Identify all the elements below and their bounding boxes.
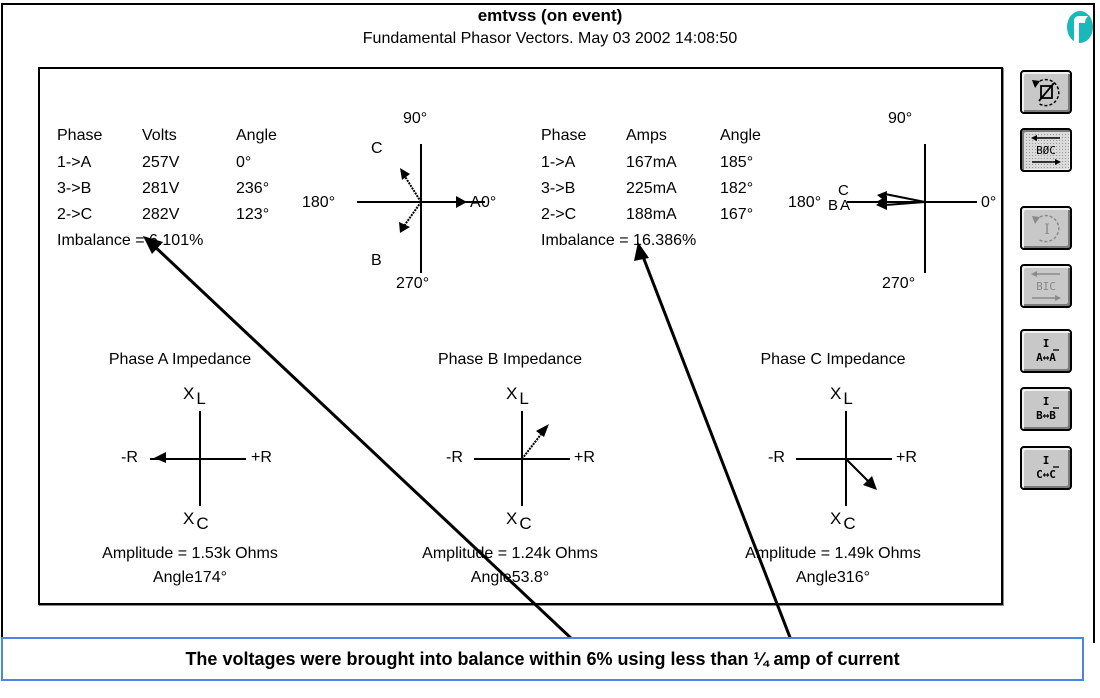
current-vector-label-c: C [838, 182, 849, 199]
rotate-i-icon: I [1032, 214, 1060, 243]
current-header-phase: Phase [541, 127, 587, 144]
impedance-b-axes [474, 411, 570, 506]
voltage-row-phase: 3->B [57, 180, 92, 197]
impedance-neg-r-label: -R [121, 449, 138, 466]
impedance-a-axes [150, 411, 246, 506]
impedance-title: Phase C Impedance [760, 351, 906, 368]
voltage-row-value: 282V [142, 206, 180, 223]
svg-text:I: I [1043, 337, 1050, 350]
invert-a-icon: I A↔A [1036, 337, 1059, 364]
impedance-pos-r-label: +R [574, 449, 595, 466]
voltage-row-phase: 2->C [57, 206, 93, 223]
impedance-amplitude: Amplitude = 1.24k Ohms [422, 545, 598, 562]
impedance-pos-r-label: +R [896, 449, 917, 466]
invert-current-a-button[interactable]: I A↔A [1020, 329, 1072, 373]
callout-text: The voltages were brought into balance w… [185, 648, 900, 669]
current-header-angle: Angle [720, 127, 761, 144]
impedance-angle: Angle316° [795, 569, 870, 586]
current-row-value: 167mA [626, 154, 677, 171]
rotate-voltage-phase-button[interactable] [1020, 70, 1072, 114]
window-title: emtvss (on event) [477, 6, 623, 25]
current-phasor-label-270: 270° [882, 275, 916, 292]
voltage-phasor-label-180: 180° [302, 194, 336, 211]
r-logo-icon [1066, 10, 1094, 44]
svg-text:I: I [1043, 395, 1050, 408]
svg-text:C↔C: C↔C [1036, 468, 1056, 481]
current-row-angle: 167° [720, 206, 754, 223]
voltage-row-value: 257V [142, 154, 180, 171]
svg-text:B↔B: B↔B [1036, 409, 1056, 422]
current-row-value: 225mA [626, 180, 677, 197]
svg-text:I: I [1043, 454, 1050, 467]
impedance-angle: Angle53.8° [470, 569, 550, 586]
current-vector-label-b: B [828, 197, 839, 214]
impedance-c-axes [796, 411, 892, 506]
voltage-row-angle: 236° [236, 180, 270, 197]
impedance-amplitude: Amplitude = 1.49k Ohms [745, 545, 921, 562]
impedance-angle: Angle174° [152, 569, 227, 586]
annotation-callout: The voltages were brought into balance w… [1, 637, 1084, 681]
invert-current-c-button[interactable]: I C↔C [1020, 446, 1072, 490]
voltage-row-angle: 0° [236, 154, 252, 171]
svg-text:A↔A: A↔A [1036, 351, 1056, 364]
voltage-row-value: 281V [142, 180, 180, 197]
current-row-phase: 1->A [541, 154, 576, 171]
current-row-angle: 185° [720, 154, 754, 171]
current-row-phase: 2->C [541, 206, 577, 223]
impedance-title: Phase B Impedance [437, 351, 583, 368]
current-vector-label-a: A [840, 197, 851, 214]
current-phasor-label-0: 0° [981, 194, 997, 211]
impedance-amplitude: Amplitude = 1.53k Ohms [102, 545, 278, 562]
swap-current-bc-button[interactable]: BIC [1020, 264, 1072, 308]
voltage-header-angle: Angle [236, 127, 277, 144]
svg-text:BØC: BØC [1036, 144, 1056, 157]
swap-voltage-bc-button[interactable]: BØC [1020, 128, 1072, 172]
voltage-vector-label-c: C [371, 140, 383, 157]
voltage-header-volts: Volts [142, 127, 177, 144]
current-row-phase: 3->B [541, 180, 576, 197]
current-phasor-axes [847, 144, 977, 273]
impedance-neg-r-label: -R [768, 449, 785, 466]
svg-text:BIC: BIC [1036, 280, 1056, 293]
invert-current-b-button[interactable]: I B↔B [1020, 387, 1072, 431]
rotate-current-phase-button[interactable]: I [1020, 206, 1072, 250]
window-subtitle: Fundamental Phasor Vectors. May 03 2002 … [362, 30, 738, 47]
invert-b-icon: I B↔B [1036, 395, 1059, 422]
current-imbalance: Imbalance = 16.386% [541, 232, 697, 249]
voltage-phasor-axes [357, 144, 485, 273]
current-phasor-label-180: 180° [788, 194, 822, 211]
voltage-row-angle: 123° [236, 206, 270, 223]
voltage-row-phase: 1->A [57, 154, 92, 171]
voltage-phasor-label-90: 90° [403, 110, 428, 127]
current-row-value: 188mA [626, 206, 677, 223]
svg-text:I: I [1044, 222, 1050, 238]
rotate-phi-icon [1032, 78, 1060, 107]
invert-c-icon: I C↔C [1036, 454, 1059, 481]
impedance-neg-r-label: -R [446, 449, 463, 466]
voltage-header-phase: Phase [57, 127, 103, 144]
swap-b-i-c-icon: BIC [1031, 271, 1061, 301]
voltage-imbalance: Imbalance = 6.101% [57, 232, 204, 249]
phasor-panel: Phase Volts Angle 1->A 257V 0° 3->B 281V… [38, 67, 1003, 605]
current-header-amps: Amps [626, 127, 667, 144]
voltage-phasor-label-0: 0° [481, 194, 497, 211]
swap-b-phi-c-icon: BØC [1031, 135, 1061, 165]
window-frame [1, 3, 1095, 643]
current-row-angle: 182° [720, 180, 754, 197]
impedance-title: Phase A Impedance [108, 351, 252, 368]
current-phasor-label-90: 90° [888, 110, 913, 127]
